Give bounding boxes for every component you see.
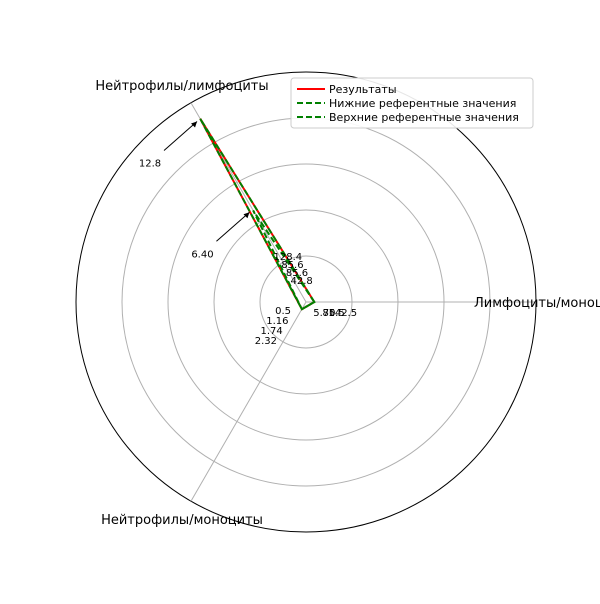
legend-box xyxy=(290,77,534,129)
annotation-label-9: 1.74 xyxy=(260,326,282,337)
annotation-arrow-2 xyxy=(216,211,250,242)
legend-label-2: Нижние референтные значения xyxy=(329,97,516,110)
annotation-label-12: 85.5 xyxy=(322,308,344,319)
annotation-label-13: 142.5 xyxy=(328,308,357,319)
annotation-label-2: 6.40 xyxy=(191,249,213,260)
annotation-arrow-1 xyxy=(163,121,198,151)
annotation-label-3: 128.4 xyxy=(274,252,303,263)
annotation-label-10: 2.32 xyxy=(255,336,277,347)
annotation-label-11: 5.70 xyxy=(313,308,335,319)
annotation-arrowhead-1 xyxy=(191,121,198,128)
grid-layer xyxy=(75,71,537,533)
annotation-label-7: 0.5 xyxy=(275,306,291,317)
axis-label-1: Лимфоциты/моноциты xyxy=(474,296,600,311)
series-line-2 xyxy=(252,209,316,311)
axis-spoke-3 xyxy=(190,301,307,502)
axis-label-layer: Лимфоциты/моноциты Нейтрофилы/лимфоциты Не… xyxy=(95,79,600,528)
annotation-label-1: 12.8 xyxy=(139,158,161,169)
annotation-arrowhead-2 xyxy=(243,212,250,219)
annotation-label-5: 85.6 xyxy=(286,268,308,279)
annotation-label-6: 42.8 xyxy=(291,276,313,287)
legend-label-3: Верхние референтные значения xyxy=(329,111,519,124)
series-layer xyxy=(199,118,316,311)
legend-label-1: Результаты xyxy=(329,83,397,96)
axis-label-3: Нейтрофилы/моноциты xyxy=(101,513,263,528)
annotation-label-4: 85.6 xyxy=(281,260,303,271)
annotation-layer: 12.86.40 128.485.685.642.80.51.161.742.32… xyxy=(139,121,357,347)
annotation-label-8: 1.16 xyxy=(266,316,288,327)
axis-label-2: Нейтрофилы/лимфоциты xyxy=(95,79,268,94)
